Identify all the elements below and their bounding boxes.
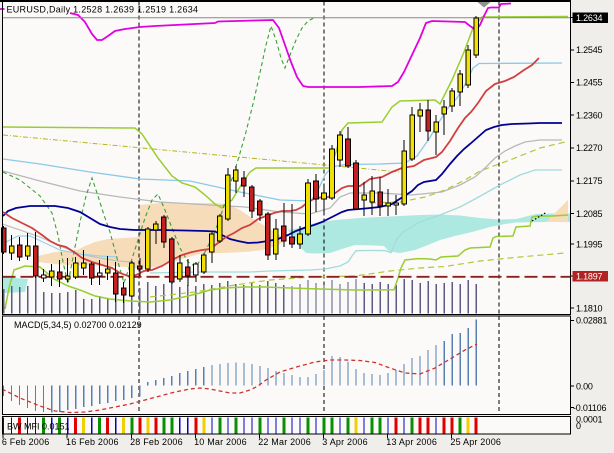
svg-text:EURUSD,Daily 1.2528 1.2639 1.: EURUSD,Daily 1.2528 1.2639 1.2519 1.2634 — [7, 5, 199, 15]
svg-text:1.2455: 1.2455 — [576, 78, 603, 88]
svg-text:0.00: 0.00 — [576, 381, 593, 391]
svg-text:6 Feb 2006: 6 Feb 2006 — [2, 437, 50, 447]
svg-text:1.2085: 1.2085 — [576, 209, 603, 219]
svg-text:1.1897: 1.1897 — [576, 272, 603, 282]
svg-text:0: 0 — [576, 421, 581, 431]
svg-text:BW MFI 0.0151: BW MFI 0.0151 — [7, 422, 70, 432]
svg-text:1.1810: 1.1810 — [576, 303, 603, 313]
svg-text:1.2360: 1.2360 — [576, 110, 603, 120]
svg-text:0.02881: 0.02881 — [576, 316, 607, 326]
svg-text:22 Mar 2006: 22 Mar 2006 — [258, 437, 311, 447]
svg-text:3 Apr 2006: 3 Apr 2006 — [322, 437, 368, 447]
svg-text:13 Apr 2006: 13 Apr 2006 — [386, 437, 437, 447]
svg-text:-0.01106: -0.01106 — [573, 403, 606, 413]
svg-text:MACD(5,34,5) 0.02700 0.02129: MACD(5,34,5) 0.02700 0.02129 — [14, 320, 142, 330]
svg-text:0.0001: 0.0001 — [576, 414, 603, 424]
svg-text:1.2270: 1.2270 — [576, 143, 603, 153]
svg-text:28 Feb 2006: 28 Feb 2006 — [130, 437, 183, 447]
svg-text:1.2545: 1.2545 — [576, 45, 603, 55]
svg-text:1.2175: 1.2175 — [576, 176, 603, 186]
svg-text:16 Feb 2006: 16 Feb 2006 — [66, 437, 119, 447]
svg-text:10 Mar 2006: 10 Mar 2006 — [194, 437, 247, 447]
svg-text:1.2634: 1.2634 — [576, 13, 603, 23]
svg-text:25 Apr 2006: 25 Apr 2006 — [450, 437, 501, 447]
svg-text:1.1995: 1.1995 — [576, 239, 603, 249]
